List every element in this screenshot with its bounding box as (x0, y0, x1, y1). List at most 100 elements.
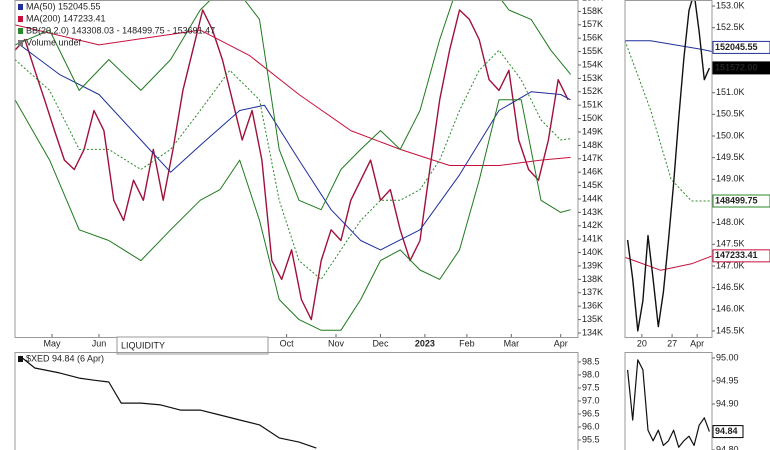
y-tick-label: 147.0K (716, 260, 745, 270)
legend-swatch (18, 16, 23, 22)
legend-label: MA(200) 147233.41 (26, 13, 106, 23)
y-tick-label: 145K (582, 180, 603, 190)
x-tick-label: 27 (667, 338, 677, 348)
y-tick-label: 98.5 (582, 356, 600, 366)
legend-swatch (18, 40, 23, 46)
y-tick-label: 141K (582, 234, 603, 244)
y-tick-label: 144K (582, 193, 603, 203)
y-tick-label: 146.0K (716, 304, 745, 314)
value-tag (712, 425, 744, 439)
y-tick-label: 94.80 (716, 444, 739, 450)
plot-area (15, 0, 571, 331)
value-tag (712, 249, 770, 263)
y-tick-label: 139K (582, 260, 603, 270)
series-line (625, 40, 712, 52)
y-tick-label: 151.0K (716, 87, 745, 97)
panel-frame (14, 0, 579, 338)
series-line (625, 40, 712, 202)
value-tag-label: 151572.00 (715, 62, 758, 72)
series-line (15, 9, 569, 321)
y-tick-label: 138K (582, 274, 603, 284)
panel-frame (624, 0, 713, 338)
x-tick-label: May (44, 338, 62, 348)
panel-frame (14, 352, 579, 450)
y-tick-label: 153K (582, 73, 603, 83)
y-tick-label: 94.95 (716, 375, 739, 385)
y-tick-label: 154K (582, 59, 603, 69)
y-tick-label: 149K (582, 126, 603, 136)
x-tick-label: Mar (504, 338, 520, 348)
series-line (15, 24, 571, 166)
series-line (19, 44, 571, 251)
y-tick-label: 134K (582, 327, 603, 337)
y-tick-label: 142K (582, 220, 603, 230)
y-tick-label: 150K (582, 113, 603, 123)
y-tick-label: 151K (582, 100, 603, 110)
y-tick-label: 159K (582, 0, 603, 2)
y-tick-label: 152K (582, 86, 603, 96)
legend-label: BB(20,2.0) 143308.03 - 148499.75 - 15369… (26, 25, 215, 35)
y-tick-label: 140K (582, 247, 603, 257)
y-tick-label: 145.5K (716, 325, 745, 335)
y-tick-label: 97.0 (582, 395, 600, 405)
plot-area (625, 0, 712, 332)
y-tick-label: 146.5K (716, 282, 745, 292)
plot-area (19, 355, 317, 449)
y-tick-label: 150.0K (716, 130, 745, 140)
y-tick-label: 148K (582, 140, 603, 150)
y-tick-label: 96.5 (582, 408, 600, 418)
y-tick-label: 147K (582, 153, 603, 163)
legend-swatch (18, 356, 23, 362)
value-tag-label: 94.84 (715, 426, 738, 436)
y-tick-label: 146K (582, 167, 603, 177)
y-tick-label: 153.0K (716, 0, 745, 10)
x-tick-label: Feb (459, 338, 475, 348)
x-tick-label: 2023 (415, 338, 435, 348)
y-tick-label: 137K (582, 287, 603, 297)
x-tick-label: Apr (690, 338, 704, 348)
series-line (15, 99, 571, 331)
series-line (19, 355, 317, 449)
y-tick-label: 94.90 (716, 398, 739, 408)
annotation: LIQUIDITY (121, 340, 165, 350)
y-tick-label: 95.5 (582, 434, 600, 444)
y-tick-label: 95.00 (716, 352, 739, 362)
x-tick-label: 20 (637, 338, 647, 348)
y-tick-label: 136K (582, 301, 603, 311)
value-tag-label: 148499.75 (715, 195, 758, 205)
y-tick-label: 158K (582, 6, 603, 16)
y-tick-label: 149.0K (716, 174, 745, 184)
series-line (625, 255, 712, 271)
annotation-box (116, 336, 269, 355)
x-tick-label: Apr (554, 338, 568, 348)
y-tick-label: 150.5K (716, 109, 745, 119)
y-tick-label: 156K (582, 33, 603, 43)
panel-frame (624, 352, 713, 450)
value-tag (712, 61, 770, 75)
x-tick-label: Oct (280, 338, 295, 348)
y-tick-label: 96.0 (582, 421, 600, 431)
y-tick-label: 98.0 (582, 369, 600, 379)
value-tag-label: 147233.41 (715, 250, 758, 260)
series-line (15, 49, 571, 280)
y-tick-label: 143K (582, 207, 603, 217)
y-tick-label: 97.5 (582, 382, 600, 392)
series-line (15, 0, 571, 211)
y-tick-label: 135K (582, 314, 603, 324)
y-tick-label: 148.0K (716, 217, 745, 227)
x-tick-label: Dec (372, 338, 389, 348)
y-tick-label: 152.5K (716, 22, 745, 32)
plot-area (627, 359, 710, 448)
y-tick-label: 157K (582, 19, 603, 29)
series-line (626, 0, 711, 332)
series-line (627, 359, 710, 448)
legend-swatch (18, 28, 23, 34)
y-tick-label: 149.5K (716, 152, 745, 162)
legend-label: $XED 94.84 (6 Apr) (26, 353, 104, 363)
y-tick-label: 155K (582, 46, 603, 56)
legend-label: MA(50) 152045.55 (26, 1, 101, 11)
value-tag (712, 194, 770, 208)
legend-swatch (18, 4, 23, 10)
x-tick-label: Nov (328, 338, 345, 348)
